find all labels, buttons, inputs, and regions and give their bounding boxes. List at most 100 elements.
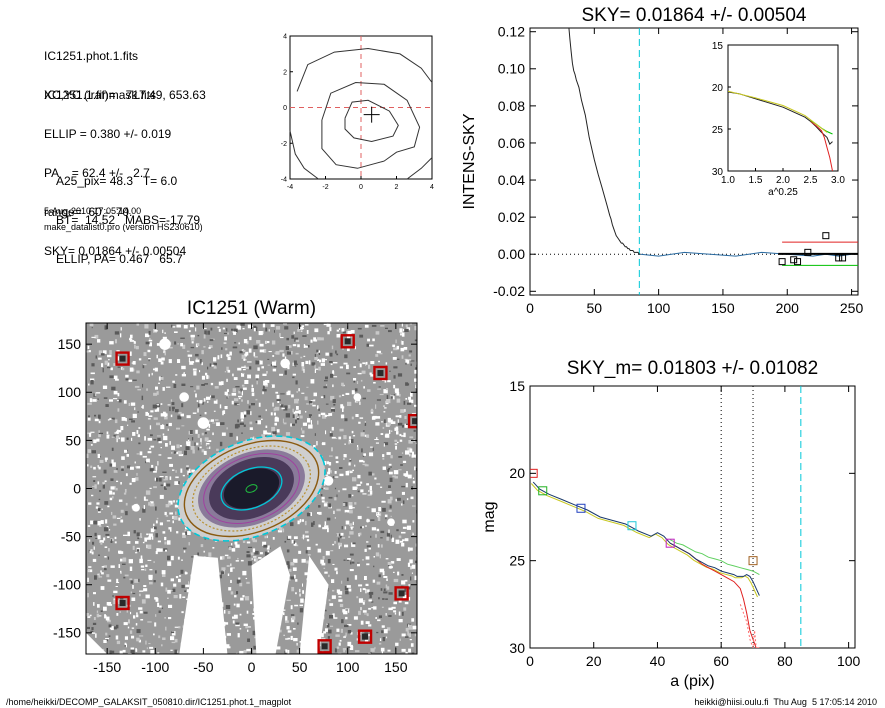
image-noise — [391, 351, 393, 354]
image-noise — [336, 353, 339, 356]
image-noise — [112, 492, 115, 495]
image-noise — [160, 413, 165, 417]
image-noise — [105, 533, 110, 536]
image-noise — [107, 366, 111, 369]
image-noise — [115, 635, 119, 640]
image-noise — [306, 512, 311, 517]
image-noise — [405, 450, 410, 455]
image-noise — [172, 407, 174, 412]
image-noise — [401, 574, 404, 576]
image-noise — [135, 345, 139, 350]
image-noise — [336, 494, 338, 498]
image-noise — [285, 616, 288, 621]
image-noise — [385, 362, 388, 365]
image-noise — [158, 454, 162, 456]
image-noise — [397, 571, 400, 576]
image-noise — [408, 586, 411, 590]
image-noise — [117, 430, 122, 433]
image-noise — [367, 589, 370, 593]
masked-star-core — [344, 338, 351, 345]
image-noise — [401, 503, 403, 506]
image-noise — [91, 450, 96, 454]
image-noise — [342, 331, 346, 334]
image-noise — [356, 381, 359, 384]
image-noise — [197, 408, 199, 413]
image-noise — [412, 520, 415, 523]
image-noise — [213, 365, 217, 369]
image-noise — [354, 464, 356, 467]
image-noise — [243, 411, 247, 415]
image-noise — [187, 439, 190, 441]
image-noise — [387, 380, 391, 383]
image-noise — [343, 636, 346, 638]
image-noise — [345, 392, 350, 395]
image-noise — [392, 357, 397, 360]
image-noise — [346, 372, 351, 375]
image-noise — [335, 634, 340, 637]
image-noise — [186, 467, 190, 470]
image-noise — [147, 451, 152, 454]
image-noise — [195, 353, 199, 357]
image-noise — [113, 590, 118, 594]
image-noise — [139, 590, 144, 592]
image-noise — [258, 331, 263, 336]
image-noise — [165, 488, 167, 490]
image-noise — [351, 494, 354, 497]
image-noise — [331, 436, 336, 439]
image-noise — [294, 399, 299, 404]
image-noise — [410, 363, 412, 366]
image-noise — [161, 570, 166, 575]
image-noise — [88, 350, 91, 353]
image-noise — [343, 362, 348, 365]
star-mask-square — [317, 639, 332, 654]
image-noise — [168, 527, 172, 530]
inset-x-tick-label: 1.0 — [721, 175, 735, 186]
image-noise — [312, 404, 316, 407]
image-noise — [107, 556, 109, 560]
image-noise — [179, 594, 182, 599]
image-noise — [279, 333, 281, 337]
image-noise — [404, 579, 408, 582]
image-title: IC1251 (Warm) — [187, 298, 316, 319]
image-noise — [364, 464, 369, 467]
image-noise — [408, 584, 410, 587]
image-noise — [240, 412, 244, 416]
image-noise — [318, 505, 321, 508]
image-noise — [184, 450, 187, 456]
image-noise — [111, 417, 115, 420]
image-noise — [90, 431, 95, 433]
image-noise — [350, 471, 353, 473]
image-noise — [351, 430, 354, 434]
image-noise — [373, 382, 376, 384]
image-noise — [333, 510, 335, 514]
image-noise — [388, 467, 391, 470]
image-noise — [278, 526, 283, 531]
image-noise — [411, 572, 413, 574]
image-noise — [247, 629, 249, 632]
image-noise — [110, 539, 113, 543]
image-noise — [401, 424, 404, 428]
image-noise — [401, 648, 406, 652]
image-noise — [328, 574, 330, 578]
image-noise — [368, 471, 372, 476]
image-noise — [91, 551, 94, 555]
image-noise — [149, 569, 153, 571]
image-noise — [352, 521, 354, 526]
image-noise — [248, 405, 251, 409]
image-noise — [191, 469, 195, 473]
image-noise — [267, 550, 270, 553]
image-noise — [93, 592, 96, 595]
image-noise — [247, 361, 252, 363]
image-noise — [265, 425, 268, 428]
image-noise — [103, 567, 107, 571]
image-noise — [120, 509, 124, 513]
image-noise — [99, 576, 103, 578]
image-noise — [331, 447, 333, 452]
image-noise — [210, 364, 215, 367]
x-tick-label: 20 — [586, 653, 602, 669]
image-noise — [131, 627, 135, 629]
image-noise — [366, 563, 370, 566]
image-noise — [188, 438, 189, 440]
image-noise — [352, 542, 356, 545]
image-noise — [297, 416, 299, 419]
